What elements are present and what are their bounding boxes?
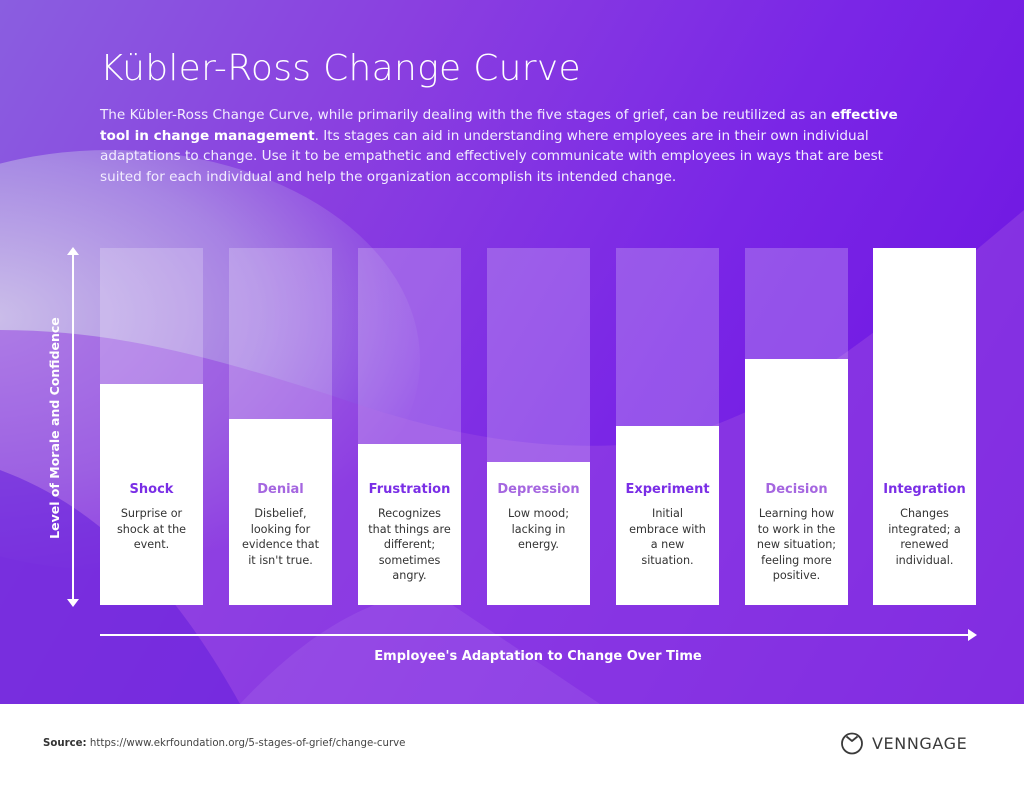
stage-title: Shock (129, 482, 174, 497)
stage-description: Initial embrace with a new situation. (629, 507, 706, 567)
x-axis-line (100, 634, 970, 636)
morale-bar (358, 444, 461, 605)
stage-column-depression: Depression Low mood; lacking in energy. (487, 248, 590, 605)
stage-title: Frustration (368, 482, 451, 497)
source-link[interactable]: https://www.ekrfoundation.org/5-stages-o… (89, 738, 406, 749)
stage-description: Recognizes that things are different; so… (368, 507, 451, 583)
stage-column-shock: Shock Surprise or shock at the event. (100, 248, 203, 605)
stage-column-frustration: Frustration Recognizes that things are d… (358, 248, 461, 605)
morale-bar (616, 426, 719, 605)
venngage-brand[interactable]: VENNGAGE (840, 731, 967, 755)
stage-description: Low mood; lacking in energy. (507, 507, 570, 552)
source-citation: Source: https://www.ekrfoundation.org/5-… (43, 738, 405, 749)
stage-column-integration: Integration Changes integrated; a renewe… (873, 248, 976, 605)
morale-bar (487, 462, 590, 605)
infographic-background: Kübler-Ross Change Curve The Kübler-Ross… (0, 0, 1024, 704)
stage-title: Integration (883, 482, 966, 497)
y-axis-line (72, 252, 74, 602)
stage-description: Changes integrated; a renewed individual… (888, 507, 961, 567)
morale-bar (745, 359, 848, 605)
x-axis-label: Employee's Adaptation to Change Over Tim… (374, 649, 702, 664)
intro-emphasis: effective tool in change management (100, 107, 898, 144)
x-axis-arrow-right-icon (968, 629, 977, 641)
intro-text-1: The Kübler-Ross Change Curve, while prim… (100, 107, 831, 123)
y-axis-label: Level of Morale and Confidence (47, 317, 62, 539)
intro-text-2: . Its stages can aid in understanding wh… (100, 127, 883, 185)
brand-name: VENNGAGE (872, 733, 968, 753)
morale-bar (100, 384, 203, 605)
morale-bar (229, 419, 332, 605)
stage-description: Surprise or shock at the event. (116, 507, 187, 552)
y-axis-arrow-down-icon (67, 599, 79, 607)
page-title: Kübler-Ross Change Curve (100, 48, 581, 89)
stage-column-denial: Denial Disbelief, looking for evidence t… (229, 248, 332, 605)
intro-paragraph: The Kübler-Ross Change Curve, while prim… (100, 105, 900, 187)
stage-description: Learning how to work in the new situatio… (756, 507, 837, 583)
stage-title: Depression (497, 482, 580, 497)
stage-column-experiment: Experiment Initial embrace with a new si… (616, 248, 719, 605)
morale-bar (873, 248, 976, 605)
venngage-logo-icon (841, 732, 863, 755)
stage-title: Denial (257, 482, 304, 497)
source-label: Source: (43, 738, 87, 749)
stage-column-decision: Decision Learning how to work in the new… (745, 248, 848, 605)
stage-title: Decision (765, 482, 828, 497)
stage-title: Experiment (625, 482, 710, 497)
stage-description: Disbelief, looking for evidence that it … (242, 507, 319, 567)
y-axis-arrow-up-icon (67, 247, 79, 255)
